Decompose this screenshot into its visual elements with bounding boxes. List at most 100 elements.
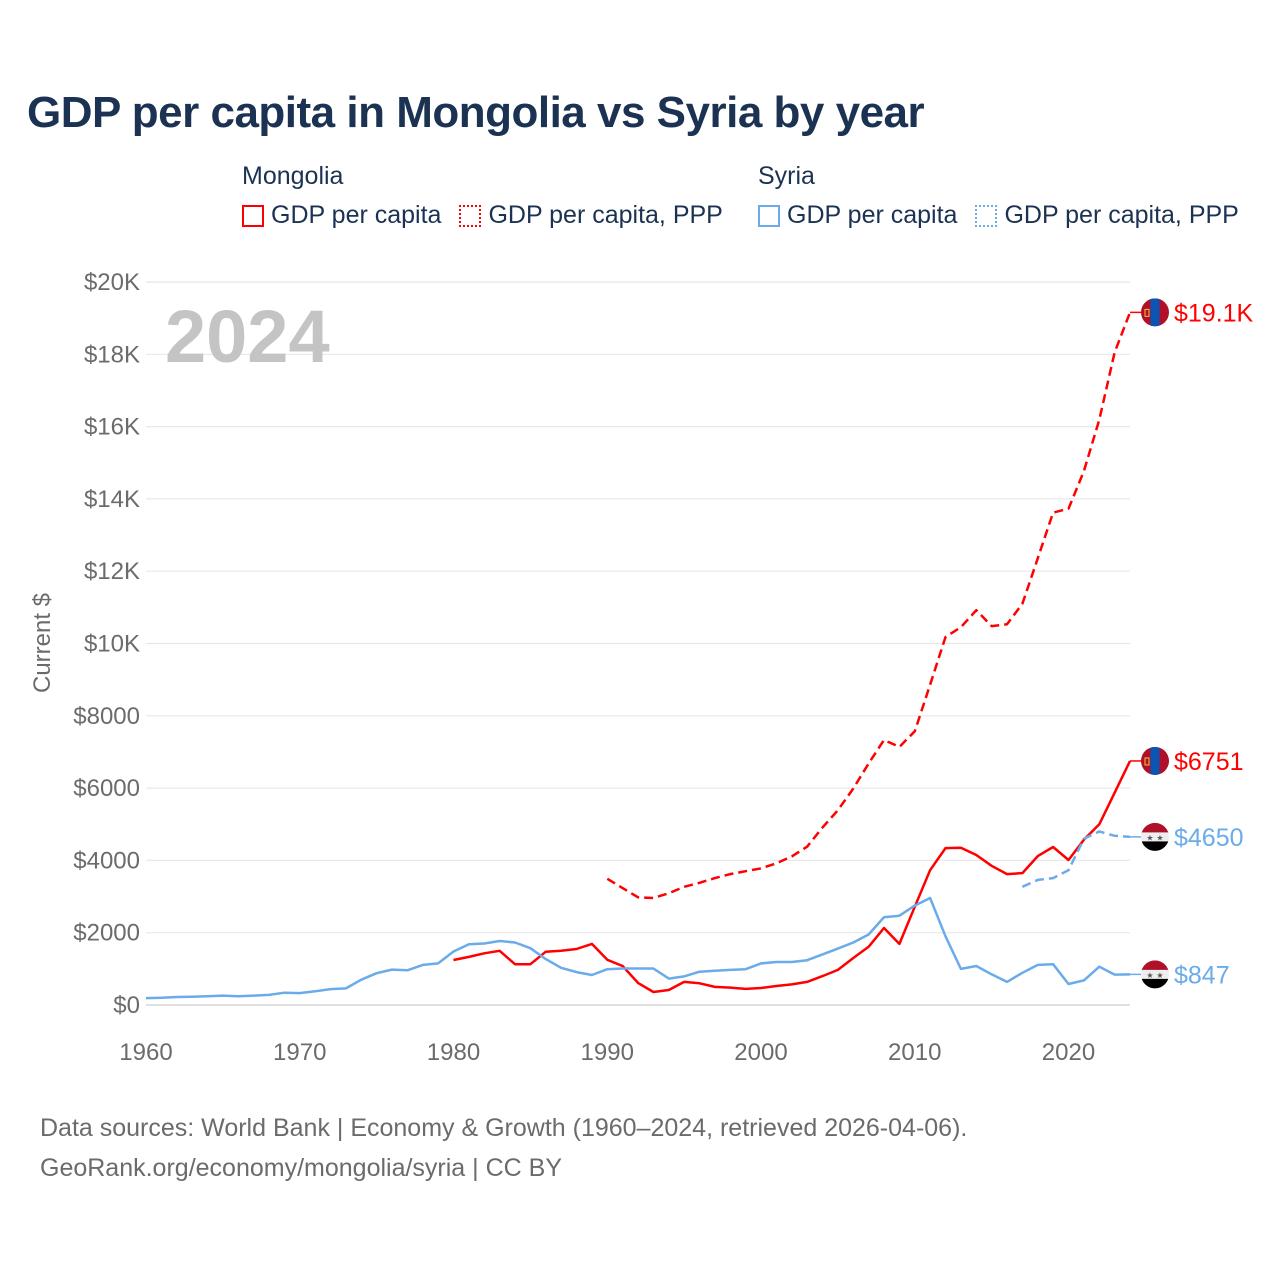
data-point (1066, 868, 1071, 873)
data-point (1020, 871, 1025, 876)
data-point (251, 993, 256, 998)
legend-swatch-dotted (975, 204, 998, 227)
data-point (835, 808, 840, 813)
legend-group-name: Syria (758, 162, 815, 190)
data-point (666, 891, 671, 896)
legend-item-mongolia-gdp[interactable]: GDP per capita (242, 201, 441, 230)
data-point (513, 940, 518, 945)
data-point (820, 952, 825, 957)
y-tick-label: $18K (84, 341, 140, 368)
data-point (1081, 469, 1086, 474)
data-point (451, 949, 456, 954)
data-point (835, 967, 840, 972)
data-point (574, 970, 579, 975)
data-point (820, 974, 825, 979)
data-point (1051, 510, 1056, 515)
data-point (759, 866, 764, 871)
data-point (774, 984, 779, 989)
data-point (789, 982, 794, 987)
data-point (1066, 506, 1071, 511)
data-point (1112, 790, 1117, 795)
data-point (297, 991, 302, 996)
data-point (912, 729, 917, 734)
y-tick-label: $2000 (73, 920, 140, 947)
y-axis-label: Current $ (29, 593, 56, 693)
data-point (912, 903, 917, 908)
data-point (343, 986, 348, 991)
data-point (943, 846, 948, 851)
legend-group-mongolia: Mongolia GDP per capita GDP per capita, … (242, 162, 741, 230)
legend-label: GDP per capita, PPP (1004, 201, 1239, 229)
data-point (390, 967, 395, 972)
data-point (897, 941, 902, 946)
data-point (236, 994, 241, 999)
data-point (820, 825, 825, 830)
data-point (866, 932, 871, 937)
data-point (1035, 854, 1040, 859)
y-tick-label: $8000 (73, 703, 140, 730)
series-line-syria-gdp-per-capita (145, 896, 1131, 1000)
data-point (805, 844, 810, 849)
data-point (359, 977, 364, 982)
legend-item-syria-gdp[interactable]: GDP per capita (758, 201, 957, 230)
data-point (974, 608, 979, 613)
data-point (666, 987, 671, 992)
source-link[interactable]: GeoRank.org/economy/mongolia/syria | CC … (40, 1154, 562, 1182)
data-point (743, 869, 748, 874)
data-point (774, 861, 779, 866)
series-line-mongolia-gdp-per-capita-ppp (606, 311, 1132, 900)
legend-item-mongolia-ppp[interactable]: GDP per capita, PPP (459, 201, 723, 230)
data-point (928, 682, 933, 687)
data-point (897, 913, 902, 918)
x-tick-label: 1980 (427, 1039, 480, 1066)
data-point (589, 941, 594, 946)
y-tick-label: $12K (84, 558, 140, 585)
end-value-label: $6751 (1174, 748, 1244, 776)
x-tick-label: 2020 (1042, 1039, 1095, 1066)
data-point (328, 987, 333, 992)
data-point (1097, 417, 1102, 422)
data-point (1097, 829, 1102, 834)
data-point (1005, 979, 1010, 984)
data-point (712, 876, 717, 881)
legend-item-syria-ppp[interactable]: GDP per capita, PPP (975, 201, 1239, 230)
data-point (712, 984, 717, 989)
legend-swatch-dotted (459, 204, 482, 227)
data-point (605, 967, 610, 972)
legend-label: GDP per capita (271, 201, 442, 229)
data-point (636, 895, 641, 900)
data-point (697, 969, 702, 974)
end-value-label: $4650 (1174, 824, 1244, 852)
data-point (866, 761, 871, 766)
data-point (728, 985, 733, 990)
x-tick-label: 1990 (581, 1039, 634, 1066)
data-point (759, 961, 764, 966)
data-point (1020, 970, 1025, 975)
svg-text:★: ★ (1146, 971, 1153, 980)
syria-flag-icon: ★ ★ (1141, 960, 1169, 989)
data-point (220, 993, 225, 998)
x-tick-label: 2010 (888, 1039, 941, 1066)
data-point (482, 941, 487, 946)
y-tick-label: $0 (113, 992, 140, 1019)
svg-text:★: ★ (1156, 833, 1163, 842)
data-point (1112, 972, 1117, 977)
data-point (451, 957, 456, 962)
data-point (1035, 556, 1040, 561)
data-point (374, 971, 379, 976)
data-point (851, 786, 856, 791)
svg-text:★: ★ (1156, 971, 1163, 980)
data-point (1112, 350, 1117, 355)
data-point (620, 886, 625, 891)
data-point (1081, 836, 1086, 841)
data-point (851, 956, 856, 961)
data-point (205, 994, 210, 999)
data-point (436, 961, 441, 966)
data-point (866, 944, 871, 949)
data-point (574, 946, 579, 951)
mongolia-flag-icon (1141, 746, 1169, 775)
data-point (928, 868, 933, 873)
data-point (1005, 872, 1010, 877)
y-tick-label: $4000 (73, 847, 140, 874)
